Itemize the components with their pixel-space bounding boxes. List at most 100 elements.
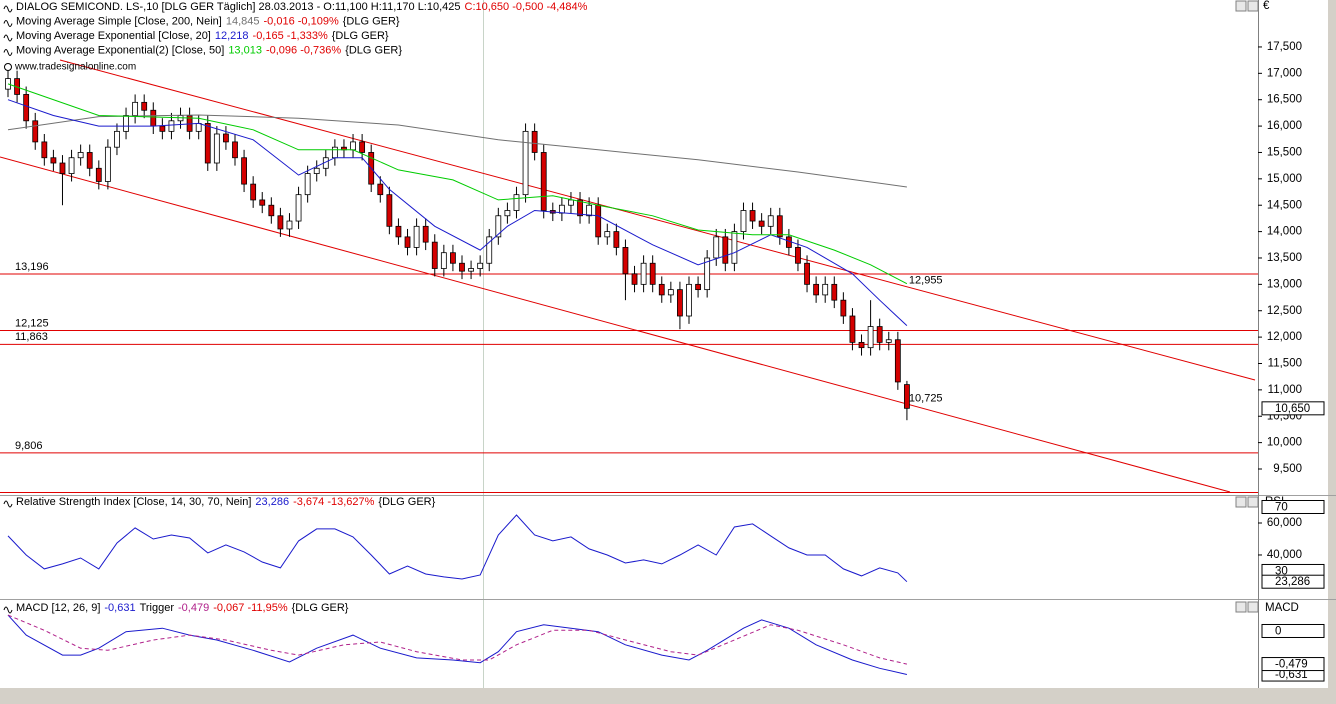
last-price: 10,650: [1275, 403, 1310, 415]
candle-body: [440, 252, 447, 269]
watermark: www.tradesignalonline.com: [14, 62, 136, 73]
candle-body: [558, 204, 565, 214]
candle-body: [667, 289, 674, 296]
candle-body: [904, 384, 910, 409]
legend-icon: [3, 5, 13, 13]
candle-body: [468, 268, 474, 272]
legend: MACD [12, 26, 9] -0,631 Trigger -0,479 -0,06…: [16, 602, 349, 614]
candle-body: [41, 141, 48, 159]
legend-icon: [3, 606, 13, 614]
candle-body: [776, 215, 783, 238]
indicator-line: [7, 99, 908, 326]
legend-part: -0,016 -0,109%: [264, 15, 339, 27]
y-tick-label: 12,000: [1267, 331, 1302, 343]
y-tick-label: 13,500: [1267, 252, 1302, 264]
legend-icon: [3, 20, 13, 27]
trend-line-upper: [59, 59, 1256, 381]
last-value: -0,631: [1275, 669, 1308, 681]
indicator-line: [7, 614, 908, 665]
y-tick-label: 11,500: [1268, 358, 1302, 370]
y-tick-label: 11,000: [1268, 384, 1302, 396]
candle-body: [277, 215, 284, 230]
legend-part: -0,165 -1,333%: [253, 30, 328, 42]
candle-body: [595, 204, 602, 238]
legend-part: Moving Average Simple [Close, 200, Nein]: [16, 15, 222, 27]
panel-button[interactable]: [1247, 0, 1259, 12]
candle-body: [350, 141, 356, 151]
panel-button[interactable]: [1247, 601, 1259, 613]
candle-body: [123, 115, 129, 132]
indicator-line: [7, 514, 908, 583]
candle-body: [568, 199, 574, 206]
legend-part: 13,013: [228, 44, 262, 56]
legend: Moving Average Exponential(2) [Close, 50…: [16, 44, 402, 56]
candle-body: [213, 133, 220, 164]
candle-body: [640, 262, 647, 285]
candle-body: [168, 120, 175, 132]
candle-body: [577, 199, 583, 217]
level-label: 0: [1275, 626, 1281, 638]
candle-body: [395, 225, 402, 238]
panel-button[interactable]: [1235, 601, 1247, 613]
candle-body: [767, 215, 774, 227]
panel-button[interactable]: [1247, 496, 1259, 508]
candle-body: [504, 210, 511, 217]
watermark-icon: [4, 63, 12, 71]
level-label: 9,806: [15, 440, 43, 452]
y-tick-label: 13,000: [1267, 278, 1302, 290]
level-label: 12,125: [15, 317, 49, 329]
candle-body: [840, 299, 847, 317]
candle-body: [359, 141, 366, 153]
candle-body: [450, 252, 456, 264]
candle-body: [114, 130, 120, 148]
window-buttons: [1235, 0, 1259, 613]
legend-part: {DLG GER}: [378, 496, 435, 508]
panel-button[interactable]: [1235, 496, 1247, 508]
candle-body: [831, 283, 838, 301]
legend-part: DIALOG SEMICOND. LS-,10 [DLG GER Täglich…: [16, 1, 461, 13]
candle-body: [740, 210, 747, 232]
level-label: 13,196: [15, 261, 49, 273]
status-strip: [0, 688, 1336, 704]
candle-body: [204, 123, 211, 164]
candle-body: [286, 220, 293, 230]
candle-body: [59, 162, 66, 174]
candle-body: [894, 339, 901, 383]
level-label-box: [1261, 499, 1325, 514]
legend-part: 14,845: [226, 15, 260, 27]
legend: Moving Average Simple [Close, 200, Nein]…: [16, 15, 400, 27]
candle-body: [804, 262, 810, 285]
candle-body: [495, 215, 502, 238]
legend-part: Trigger: [140, 602, 175, 614]
y-tick-label: 40,000: [1267, 549, 1302, 561]
level-label: 70: [1275, 502, 1288, 514]
y-tick-label: 9,500: [1273, 463, 1302, 475]
candle-body: [295, 194, 302, 222]
y-tick-label: 15,500: [1267, 146, 1302, 158]
y-tick-label: 12,500: [1267, 305, 1302, 317]
last-value-box: [1261, 574, 1325, 589]
candle-body: [477, 262, 484, 269]
candle-body: [677, 289, 683, 317]
candle-body: [50, 157, 57, 164]
legend-part: {DLG GER}: [292, 602, 349, 614]
y-tick-label: 60,000: [1267, 517, 1302, 529]
legend: DIALOG SEMICOND. LS-,10 [DLG GER Täglich…: [16, 1, 588, 13]
y-tick-label: 16,000: [1267, 120, 1302, 132]
candle-body: [304, 173, 311, 196]
last-value: -0,479: [1275, 659, 1308, 671]
legend-part: 23,286: [255, 496, 289, 508]
candle-body: [5, 78, 11, 90]
candle-body: [413, 225, 420, 248]
candle-body: [459, 262, 465, 272]
candle-body: [695, 283, 701, 291]
candle-body: [486, 236, 493, 264]
candle-body: [686, 283, 692, 317]
axis-title: MACD: [1265, 602, 1299, 614]
legend-part: -0,067 -11,95%: [213, 602, 288, 614]
level-label: 30: [1275, 566, 1288, 578]
panel-button[interactable]: [1235, 0, 1247, 12]
candle-body: [622, 247, 629, 275]
last-price-box: [1261, 401, 1325, 416]
scroll-strip: [1328, 0, 1336, 688]
